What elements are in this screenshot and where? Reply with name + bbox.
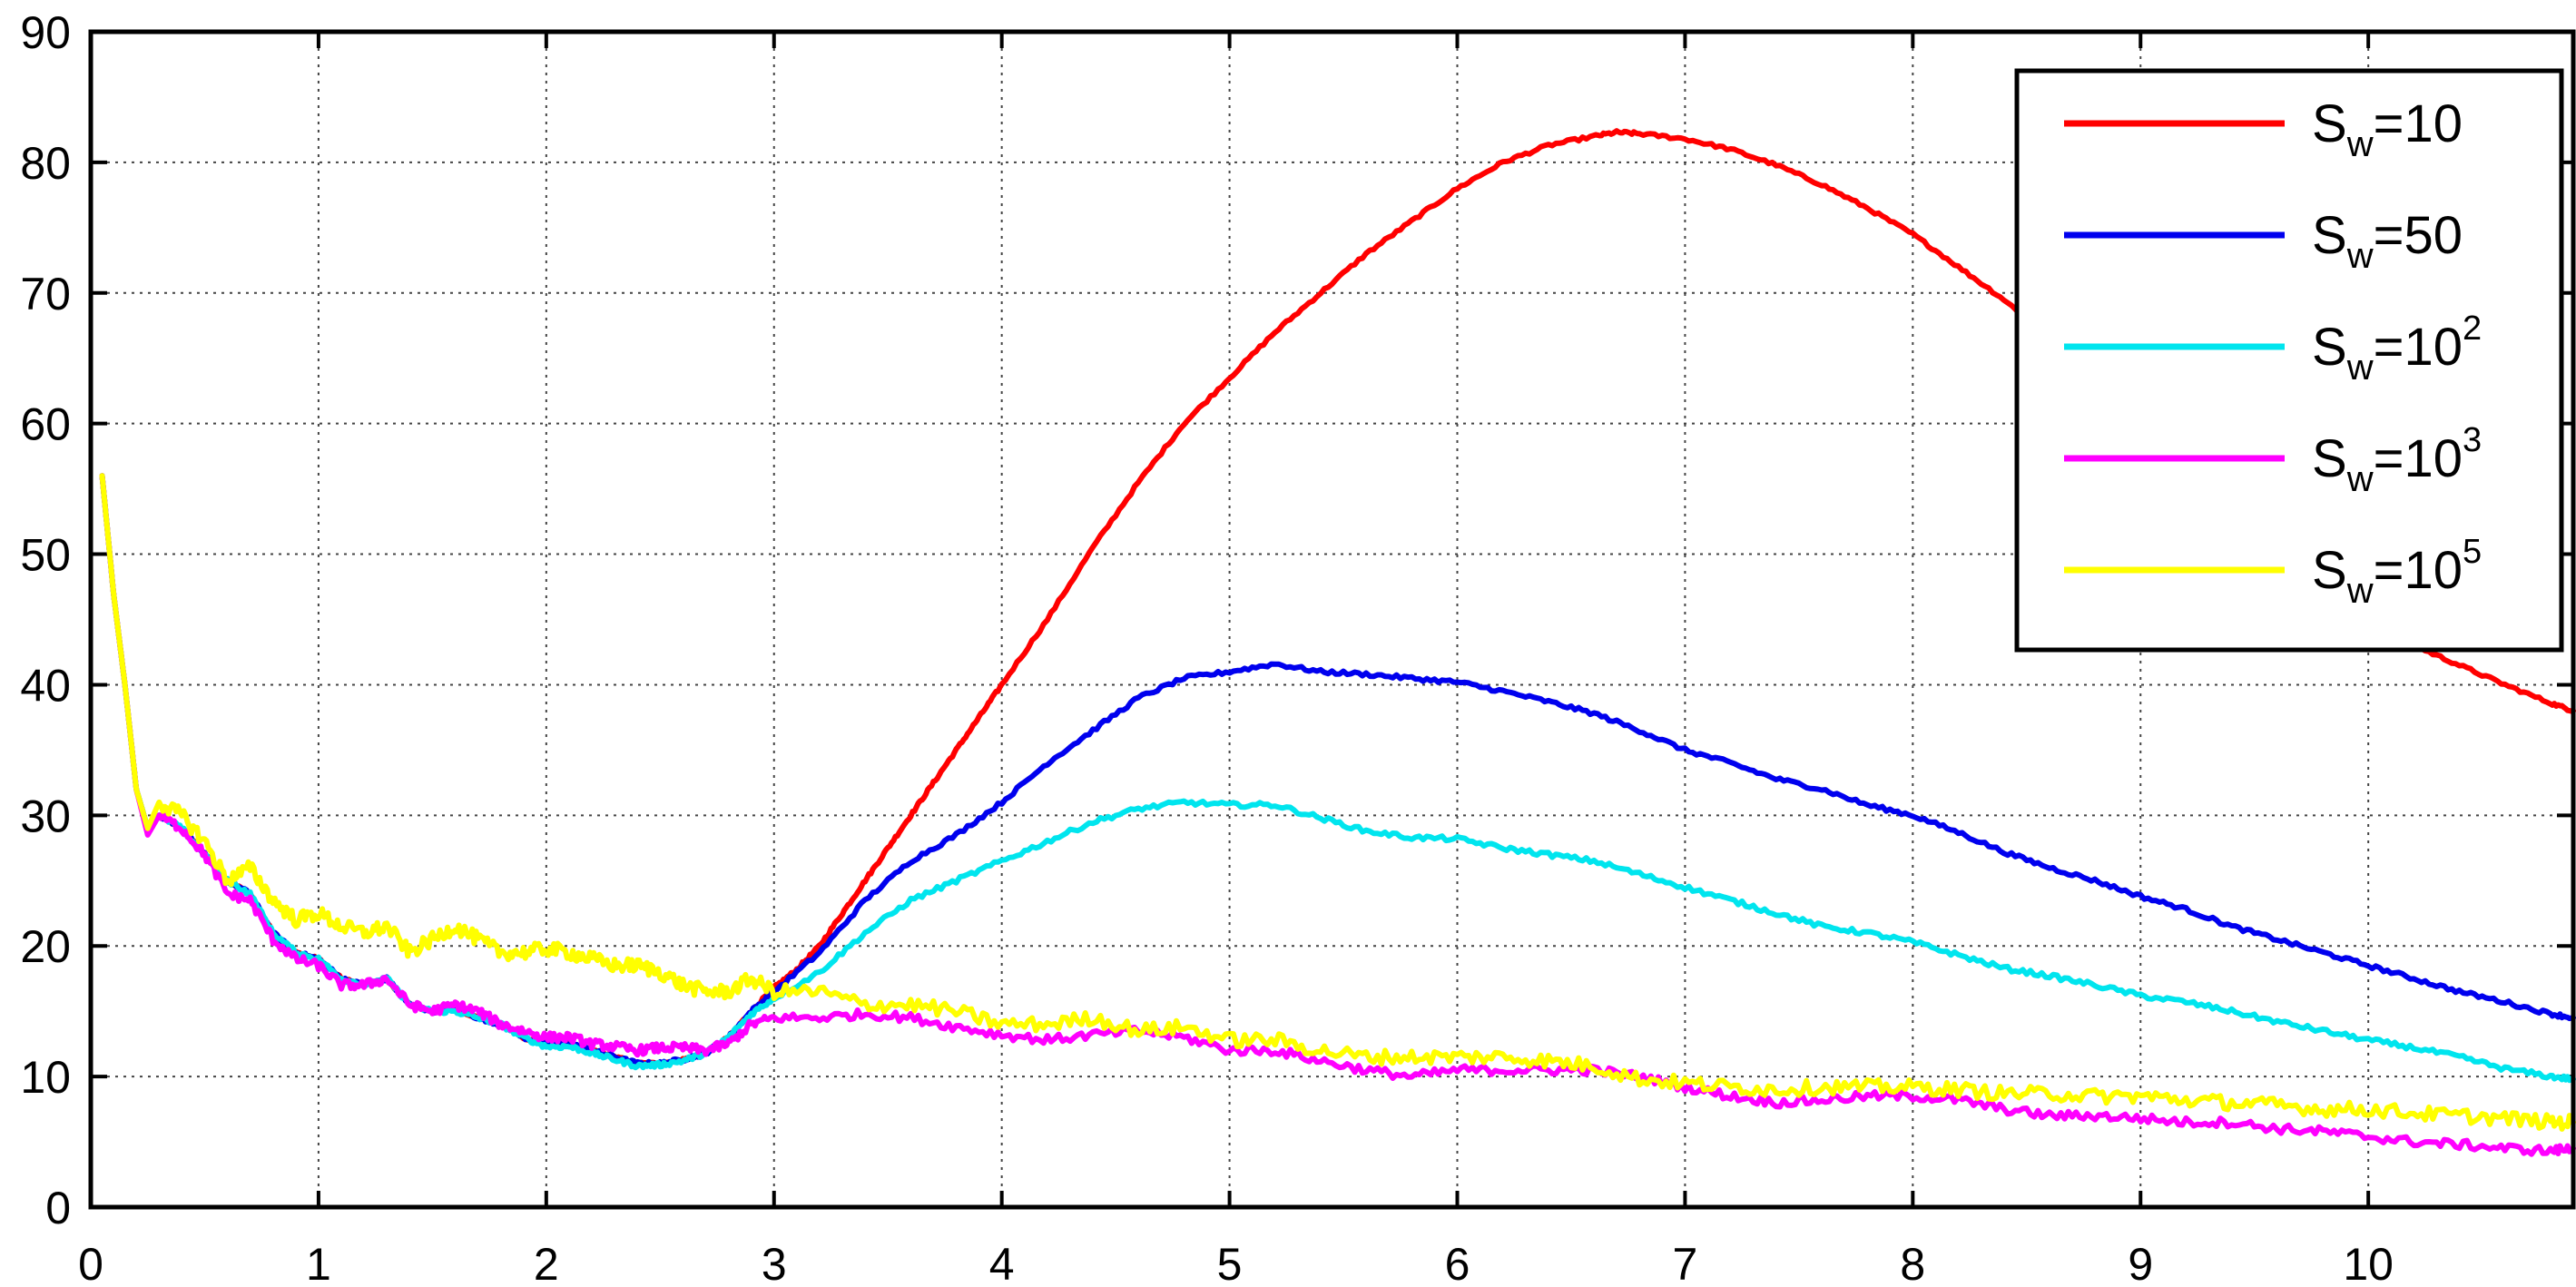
x-tick-label: 6 [1445, 1239, 1470, 1287]
series-lines [99, 128, 2576, 1157]
legend-label-base: S [2312, 318, 2347, 377]
legend-label-subscript: w [2346, 459, 2374, 499]
series-line-4 [99, 473, 2576, 1132]
legend-label-base: S [2312, 206, 2347, 265]
x-tick-label: 10 [2343, 1239, 2394, 1287]
axis-ticks [89, 30, 2573, 1209]
x-tick-label: 9 [2128, 1239, 2153, 1287]
legend-label-exponent: 2 [2463, 309, 2482, 348]
legend-label-value: =10 [2374, 541, 2463, 600]
legend-label-base: S [2312, 541, 2347, 600]
legend-label-base: S [2312, 429, 2347, 488]
y-tick-label: 40 [20, 660, 71, 711]
legend-label: Sw=103 [2312, 421, 2482, 499]
y-tick-label: 60 [20, 399, 71, 450]
y-tick-label: 80 [20, 138, 71, 189]
legend-label: Sw=10 [2312, 94, 2463, 164]
series-line-3 [99, 473, 2576, 1157]
y-tick-label: 20 [20, 921, 71, 972]
x-tick-label: 8 [1900, 1239, 1925, 1287]
legend-label: Sw=102 [2312, 309, 2482, 388]
legend-label: Sw=50 [2312, 206, 2463, 276]
x-tick-label: 4 [989, 1239, 1015, 1287]
legend-label-value: =10 [2374, 318, 2463, 377]
plot-area-frame [88, 29, 2576, 1210]
y-tick-label: 50 [20, 530, 71, 581]
y-tick-label: 0 [45, 1183, 71, 1233]
legend-label-base: S [2312, 94, 2347, 153]
legend-label-value: =50 [2374, 206, 2463, 265]
x-tick-label: 3 [762, 1239, 787, 1287]
y-tick-label: 10 [20, 1052, 71, 1103]
legend-label: Sw=105 [2312, 533, 2482, 611]
x-tick-label: 7 [1673, 1239, 1698, 1287]
x-tick-label: 1 [306, 1239, 331, 1287]
legend-label-exponent: 5 [2463, 533, 2482, 571]
legend-label-subscript: w [2346, 124, 2374, 164]
legend-label-subscript: w [2346, 236, 2374, 276]
legend-box [2014, 68, 2564, 653]
x-axis-tick-labels: 0 1 2 3 4 5 6 7 8 9 10 [78, 1239, 2394, 1287]
legend-label-subscript: w [2346, 571, 2374, 611]
x-tick-label: 2 [534, 1239, 559, 1287]
series-line-2 [99, 473, 2576, 1084]
y-tick-label: 70 [20, 269, 71, 319]
x-tick-label: 0 [78, 1239, 103, 1287]
legend-label-value: =10 [2374, 429, 2463, 488]
y-tick-label: 30 [20, 791, 71, 841]
legend-label-exponent: 3 [2463, 421, 2482, 459]
legend-label-value: =10 [2374, 94, 2463, 153]
y-axis-tick-labels: 0 10 20 30 40 50 60 70 80 90 [20, 7, 71, 1233]
x-tick-label: 5 [1217, 1239, 1243, 1287]
y-tick-label: 90 [20, 7, 71, 58]
legend-label-subscript: w [2346, 348, 2374, 388]
